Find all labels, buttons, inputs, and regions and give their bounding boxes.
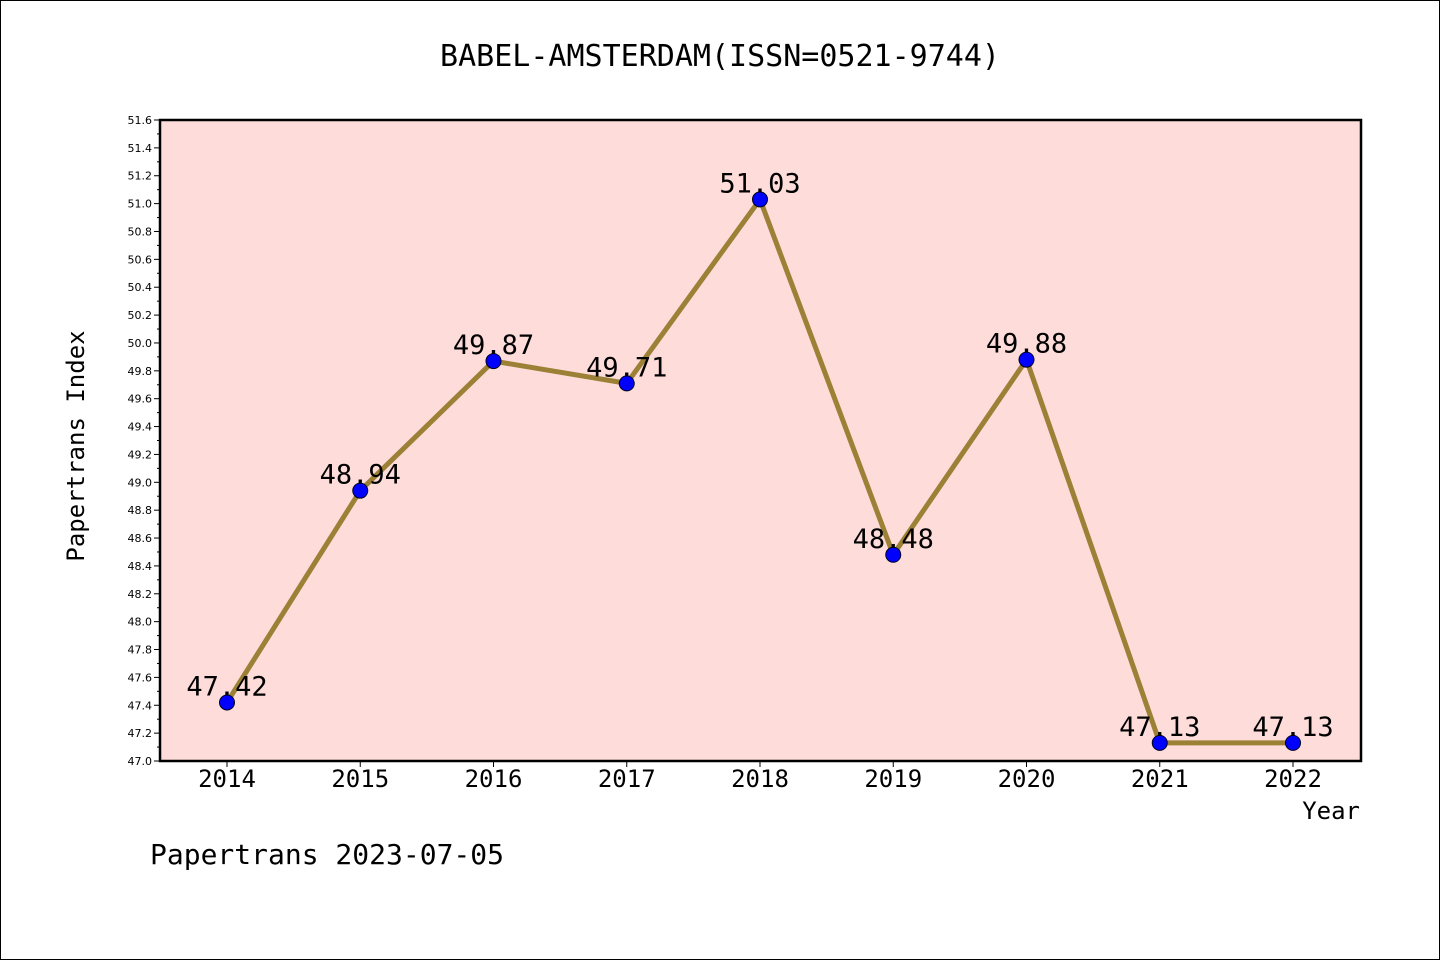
y-tick-label: 50.2 <box>128 309 153 322</box>
x-tick-label: 2020 <box>998 765 1056 793</box>
data-label: 49.71 <box>586 352 667 383</box>
y-tick-label: 49.0 <box>128 476 153 489</box>
x-tick-label: 2014 <box>198 765 256 793</box>
x-tick-label: 2017 <box>598 765 656 793</box>
x-tick-label: 2015 <box>331 765 389 793</box>
data-point-marker <box>219 694 235 711</box>
data-point-marker <box>1018 351 1035 368</box>
y-tick-label: 48.6 <box>128 532 153 545</box>
y-tick-label: 49.6 <box>128 393 153 406</box>
x-tick-label: 2022 <box>1264 765 1322 793</box>
y-tick-label: 47.8 <box>128 644 153 657</box>
y-tick-label: 48.0 <box>128 616 153 629</box>
data-point-marker <box>1285 734 1301 751</box>
y-tick-label: 51.4 <box>128 142 153 155</box>
data-label: 47.42 <box>186 671 267 702</box>
y-tick-label: 51.2 <box>128 170 153 183</box>
x-tick-label: 2018 <box>731 765 789 793</box>
data-point-marker <box>1151 734 1168 751</box>
plot-area <box>158 118 1363 763</box>
data-label: 49.87 <box>453 330 534 361</box>
x-tick-label: 2019 <box>864 765 922 793</box>
y-tick-label: 47.4 <box>128 699 153 712</box>
y-axis-title: Papertrans Index <box>62 330 90 561</box>
data-label: 49.88 <box>986 329 1067 360</box>
data-point-marker <box>352 482 369 499</box>
y-tick-label: 49.4 <box>128 421 153 434</box>
y-tick-label: 51.6 <box>128 114 153 127</box>
data-point-marker <box>618 375 635 392</box>
footer-text: Papertrans 2023-07-05 <box>150 838 504 871</box>
data-label: 51.03 <box>719 168 800 199</box>
data-point-marker <box>485 353 502 370</box>
data-labels-group: 47.42 48.94 49.87 49.71 51.03 48.48 49.88 47.13… <box>186 168 1333 742</box>
x-tick-label: 2016 <box>465 765 523 793</box>
data-label: 48.94 <box>320 460 401 491</box>
y-tick-label: 49.2 <box>128 448 153 461</box>
y-tick-label: 47.2 <box>128 727 153 740</box>
y-tick-label: 50.4 <box>128 281 153 294</box>
y-tick-label: 47.0 <box>128 755 153 768</box>
data-label: 47.13 <box>1252 712 1333 743</box>
y-tick-label: 50.6 <box>128 253 153 266</box>
data-label: 47.13 <box>1119 712 1200 743</box>
y-tick-label: 48.4 <box>128 560 153 573</box>
data-label: 48.48 <box>853 524 934 555</box>
x-tick-label: 2021 <box>1131 765 1189 793</box>
chart-title: BABEL-AMSTERDAM(ISSN=0521-9744) <box>440 39 1000 74</box>
y-axis: 47.0 47.2 47.4 47.6 47.8 48.0 48.2 48.4 48.6 48.8… <box>128 114 160 768</box>
y-tick-label: 49.8 <box>128 365 153 378</box>
x-axis-title: Year <box>1302 797 1360 825</box>
y-tick-label: 48.8 <box>128 504 153 517</box>
markers-group <box>219 191 1301 751</box>
y-tick-label: 48.2 <box>128 588 153 601</box>
y-tick-label: 50.8 <box>128 225 153 238</box>
x-axis: 2014 2015 2016 2017 2018 2019 2020 2021 2022 <box>198 761 1322 793</box>
y-tick-label: 50.0 <box>128 337 153 350</box>
data-point-marker <box>885 546 902 563</box>
y-tick-label: 51.0 <box>128 198 153 211</box>
data-point-marker <box>752 191 768 208</box>
y-tick-label: 47.6 <box>128 671 153 684</box>
